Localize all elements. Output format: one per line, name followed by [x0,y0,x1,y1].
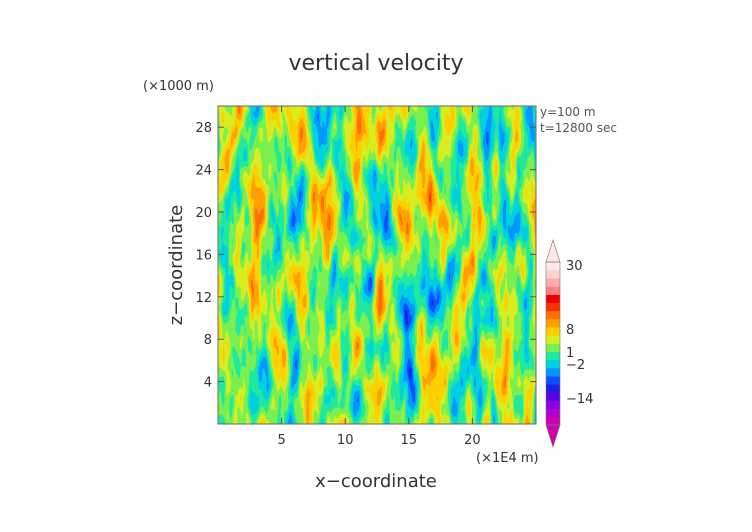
y-tick-label: 4 [204,376,212,391]
colorbar-swatch [546,278,560,287]
x-unit-label: (×1E4 m) [476,451,539,466]
x-tick-label: 20 [464,433,481,448]
colorbar [545,239,561,448]
colorbar-max-arrow [545,239,561,263]
y-tick-label: 24 [195,164,212,179]
x-axis-label: x−coordinate [315,471,437,492]
y-axis-label: z−coordinate [166,205,187,326]
colorbar-tick-label: −14 [566,392,593,407]
colorbar-tick-label: 30 [566,259,583,274]
axis-tick-labels: 5 10 15 20 4 8 12 16 20 24 28 [195,121,480,448]
colorbar-tick-label: 8 [566,323,574,338]
colorbar-swatch [546,302,560,312]
colorbar-swatch [546,262,560,271]
colorbar-swatch [546,376,560,385]
colorbar-swatch [546,408,560,418]
colorbar-swatch [546,367,560,377]
colorbar-swatch [546,294,560,304]
y-tick-label: 8 [204,333,212,348]
x-tick-label: 15 [401,433,418,448]
x-tick-label: 10 [337,433,354,448]
colorbar-frame [545,261,561,426]
colorbar-swatch [546,343,560,352]
x-tick-label: 5 [277,433,285,448]
plot-field [218,106,536,424]
axis-ticks [218,106,536,424]
plot-frame [217,105,537,425]
colorbar-swatch [546,392,560,401]
annotation-y-position: y=100 m [540,105,596,119]
colorbar-swatch [546,351,560,361]
chart-title: vertical velocity [288,51,463,76]
colorbar-labels: 30 8 1−2 −14 [566,259,593,407]
y-tick-label: 16 [195,248,212,263]
colorbar-swatch [546,310,560,320]
y-tick-label: 28 [195,121,212,136]
colorbar-swatch [546,359,560,369]
colorbar-swatch [546,400,560,409]
colorbar-tick-label: 1 [566,346,574,361]
colorbar-swatch [546,286,560,295]
colorbar-swatch [546,416,560,426]
colorbar-min-arrow [545,424,561,448]
colorbar-swatch [546,270,560,279]
y-tick-label: 20 [195,206,212,221]
y-unit-label: (×1000 m) [143,79,214,94]
colorbar-swatch [546,319,560,328]
y-tick-label: 12 [195,291,212,306]
colorbar-swatch [546,384,560,393]
colorbar-swatch [546,335,560,344]
colorbar-tick-label: −2 [566,358,585,373]
annotation-time: t=12800 sec [540,121,617,135]
colorbar-swatch [546,327,560,336]
